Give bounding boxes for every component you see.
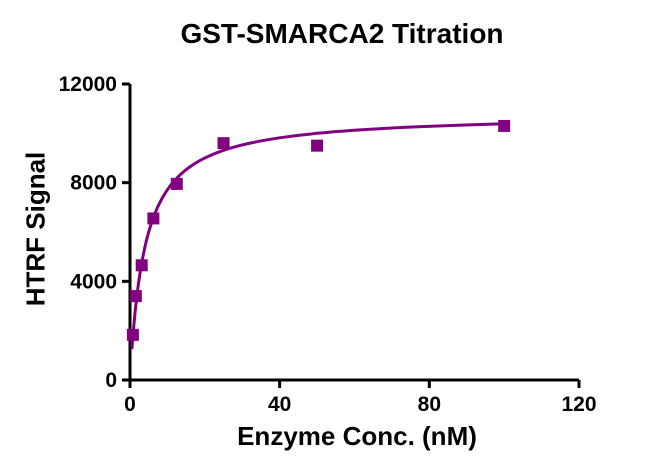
data-point bbox=[129, 290, 142, 303]
data-point bbox=[147, 212, 160, 225]
y-tick-label: 12000 bbox=[59, 73, 117, 96]
fit-curve bbox=[130, 122, 506, 350]
data-point bbox=[217, 137, 230, 150]
x-tick-label: 120 bbox=[561, 393, 596, 416]
data-point bbox=[126, 328, 139, 341]
y-tick-label: 4000 bbox=[70, 270, 117, 293]
x-tick-label: 40 bbox=[268, 393, 291, 416]
data-point bbox=[135, 259, 148, 272]
chart-title: GST-SMARCA2 Titration bbox=[180, 18, 504, 49]
y-tick-label: 0 bbox=[105, 369, 117, 392]
data-point bbox=[170, 177, 183, 190]
x-tick-label: 80 bbox=[418, 393, 441, 416]
x-axis-label: Enzyme Conc. (nM) bbox=[237, 421, 477, 451]
y-tick-label: 8000 bbox=[70, 172, 117, 195]
data-point bbox=[311, 139, 324, 152]
data-point bbox=[498, 119, 511, 132]
x-tick-label: 0 bbox=[124, 393, 136, 416]
